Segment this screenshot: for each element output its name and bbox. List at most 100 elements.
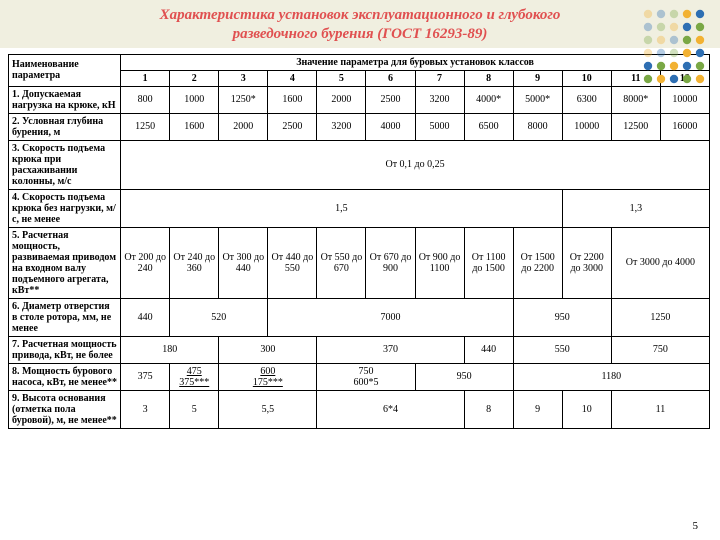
cell: 4000: [366, 113, 415, 140]
cell: 375: [121, 363, 170, 390]
cell: 10000: [660, 86, 709, 113]
cell: 3200: [415, 86, 464, 113]
cell: 440: [121, 298, 170, 336]
cell: 2500: [268, 113, 317, 140]
table-row: 4. Скорость подъема крюка без нагрузки, …: [9, 189, 710, 227]
cell: 3: [121, 390, 170, 428]
cell: От 1500 до 2200: [513, 227, 562, 298]
row-label: 7. Расчетная мощность привода, кВт, не б…: [9, 336, 121, 363]
cell: 440: [464, 336, 513, 363]
class-10: 10: [562, 70, 611, 86]
cell: От 2200 до 3000: [562, 227, 611, 298]
cell: 1250: [121, 113, 170, 140]
table-row: 5. Расчетная мощность, развиваемая приво…: [9, 227, 710, 298]
cell: 600175***: [219, 363, 317, 390]
cell: 8: [464, 390, 513, 428]
class-7: 7: [415, 70, 464, 86]
cell: 10000: [562, 113, 611, 140]
cell: 950: [513, 298, 611, 336]
cell: 1,3: [562, 189, 709, 227]
cell: 6*4: [317, 390, 464, 428]
cell: 16000: [660, 113, 709, 140]
title-band: Характеристика установок эксплуатационно…: [0, 0, 720, 48]
cell: От 0,1 до 0,25: [121, 140, 710, 189]
cell: 9: [513, 390, 562, 428]
table-row: 2. Условная глубина бурения, м 1250 1600…: [9, 113, 710, 140]
row-label: 5. Расчетная мощность, развиваемая приво…: [9, 227, 121, 298]
class-11: 11: [611, 70, 660, 86]
title-line-1: Характеристика установок эксплуатационно…: [160, 7, 561, 23]
class-6: 6: [366, 70, 415, 86]
cell: 800: [121, 86, 170, 113]
spec-table: Наименование параметра Значение параметр…: [8, 54, 710, 429]
cell: 2000: [219, 113, 268, 140]
cell: 520: [170, 298, 268, 336]
cell: От 200 до 240: [121, 227, 170, 298]
title-line-2: разведочного бурения (ГОСТ 16293-89): [233, 26, 488, 42]
cell: 8000: [513, 113, 562, 140]
row-label: 2. Условная глубина бурения, м: [9, 113, 121, 140]
cell: 750: [611, 336, 709, 363]
cell: От 300 до 440: [219, 227, 268, 298]
table-row: 9. Высота основания (отметка пола бурово…: [9, 390, 710, 428]
row-label: 8. Мощность бурового насоса, кВт, не мен…: [9, 363, 121, 390]
class-2: 2: [170, 70, 219, 86]
cell: 7000: [268, 298, 513, 336]
cell: 4000*: [464, 86, 513, 113]
cell: 1180: [513, 363, 709, 390]
col-group: Значение параметра для буровых установок…: [121, 54, 710, 70]
row-label: 3. Скорость подъема крюка при расхаживан…: [9, 140, 121, 189]
cell: 1600: [268, 86, 317, 113]
header-row-1: Наименование параметра Значение параметр…: [9, 54, 710, 70]
col-param: Наименование параметра: [9, 54, 121, 86]
table-row: 7. Расчетная мощность привода, кВт, не б…: [9, 336, 710, 363]
page-title: Характеристика установок эксплуатационно…: [12, 6, 708, 44]
table-row: 6. Диаметр отверстия в столе ротора, мм,…: [9, 298, 710, 336]
page-number: 5: [693, 520, 699, 532]
cell: 750600*5: [317, 363, 415, 390]
class-5: 5: [317, 70, 366, 86]
cell: От 900 до 1100: [415, 227, 464, 298]
row-label: 9. Высота основания (отметка пола бурово…: [9, 390, 121, 428]
class-9: 9: [513, 70, 562, 86]
cell: 1,5: [121, 189, 563, 227]
row-label: 6. Диаметр отверстия в столе ротора, мм,…: [9, 298, 121, 336]
cell: От 670 до 900: [366, 227, 415, 298]
class-4: 4: [268, 70, 317, 86]
cell: 1000: [170, 86, 219, 113]
class-12: 12: [660, 70, 709, 86]
cell: 10: [562, 390, 611, 428]
cell: 6300: [562, 86, 611, 113]
row-label: 1. Допускаемая нагрузка на крюке, кН: [9, 86, 121, 113]
class-1: 1: [121, 70, 170, 86]
cell: 180: [121, 336, 219, 363]
table-row: 1. Допускаемая нагрузка на крюке, кН 800…: [9, 86, 710, 113]
cell: 5,5: [219, 390, 317, 428]
cell: 2000: [317, 86, 366, 113]
cell: 5: [170, 390, 219, 428]
cell: 1600: [170, 113, 219, 140]
cell: От 1100 до 1500: [464, 227, 513, 298]
table-row: 3. Скорость подъема крюка при расхаживан…: [9, 140, 710, 189]
cell: От 240 до 360: [170, 227, 219, 298]
cell: 300: [219, 336, 317, 363]
cell: 11: [611, 390, 709, 428]
cell: 6500: [464, 113, 513, 140]
cell: 950: [415, 363, 513, 390]
cell: 5000: [415, 113, 464, 140]
cell: 5000*: [513, 86, 562, 113]
class-8: 8: [464, 70, 513, 86]
cell: 3200: [317, 113, 366, 140]
cell: 550: [513, 336, 611, 363]
cell: 1250: [611, 298, 709, 336]
cell: От 3000 до 4000: [611, 227, 709, 298]
row-label: 4. Скорость подъема крюка без нагрузки, …: [9, 189, 121, 227]
cell: От 440 до 550: [268, 227, 317, 298]
cell: 2500: [366, 86, 415, 113]
cell: 8000*: [611, 86, 660, 113]
cell: От 550 до 670: [317, 227, 366, 298]
cell: 475375***: [170, 363, 219, 390]
class-3: 3: [219, 70, 268, 86]
cell: 1250*: [219, 86, 268, 113]
table-row: 8. Мощность бурового насоса, кВт, не мен…: [9, 363, 710, 390]
